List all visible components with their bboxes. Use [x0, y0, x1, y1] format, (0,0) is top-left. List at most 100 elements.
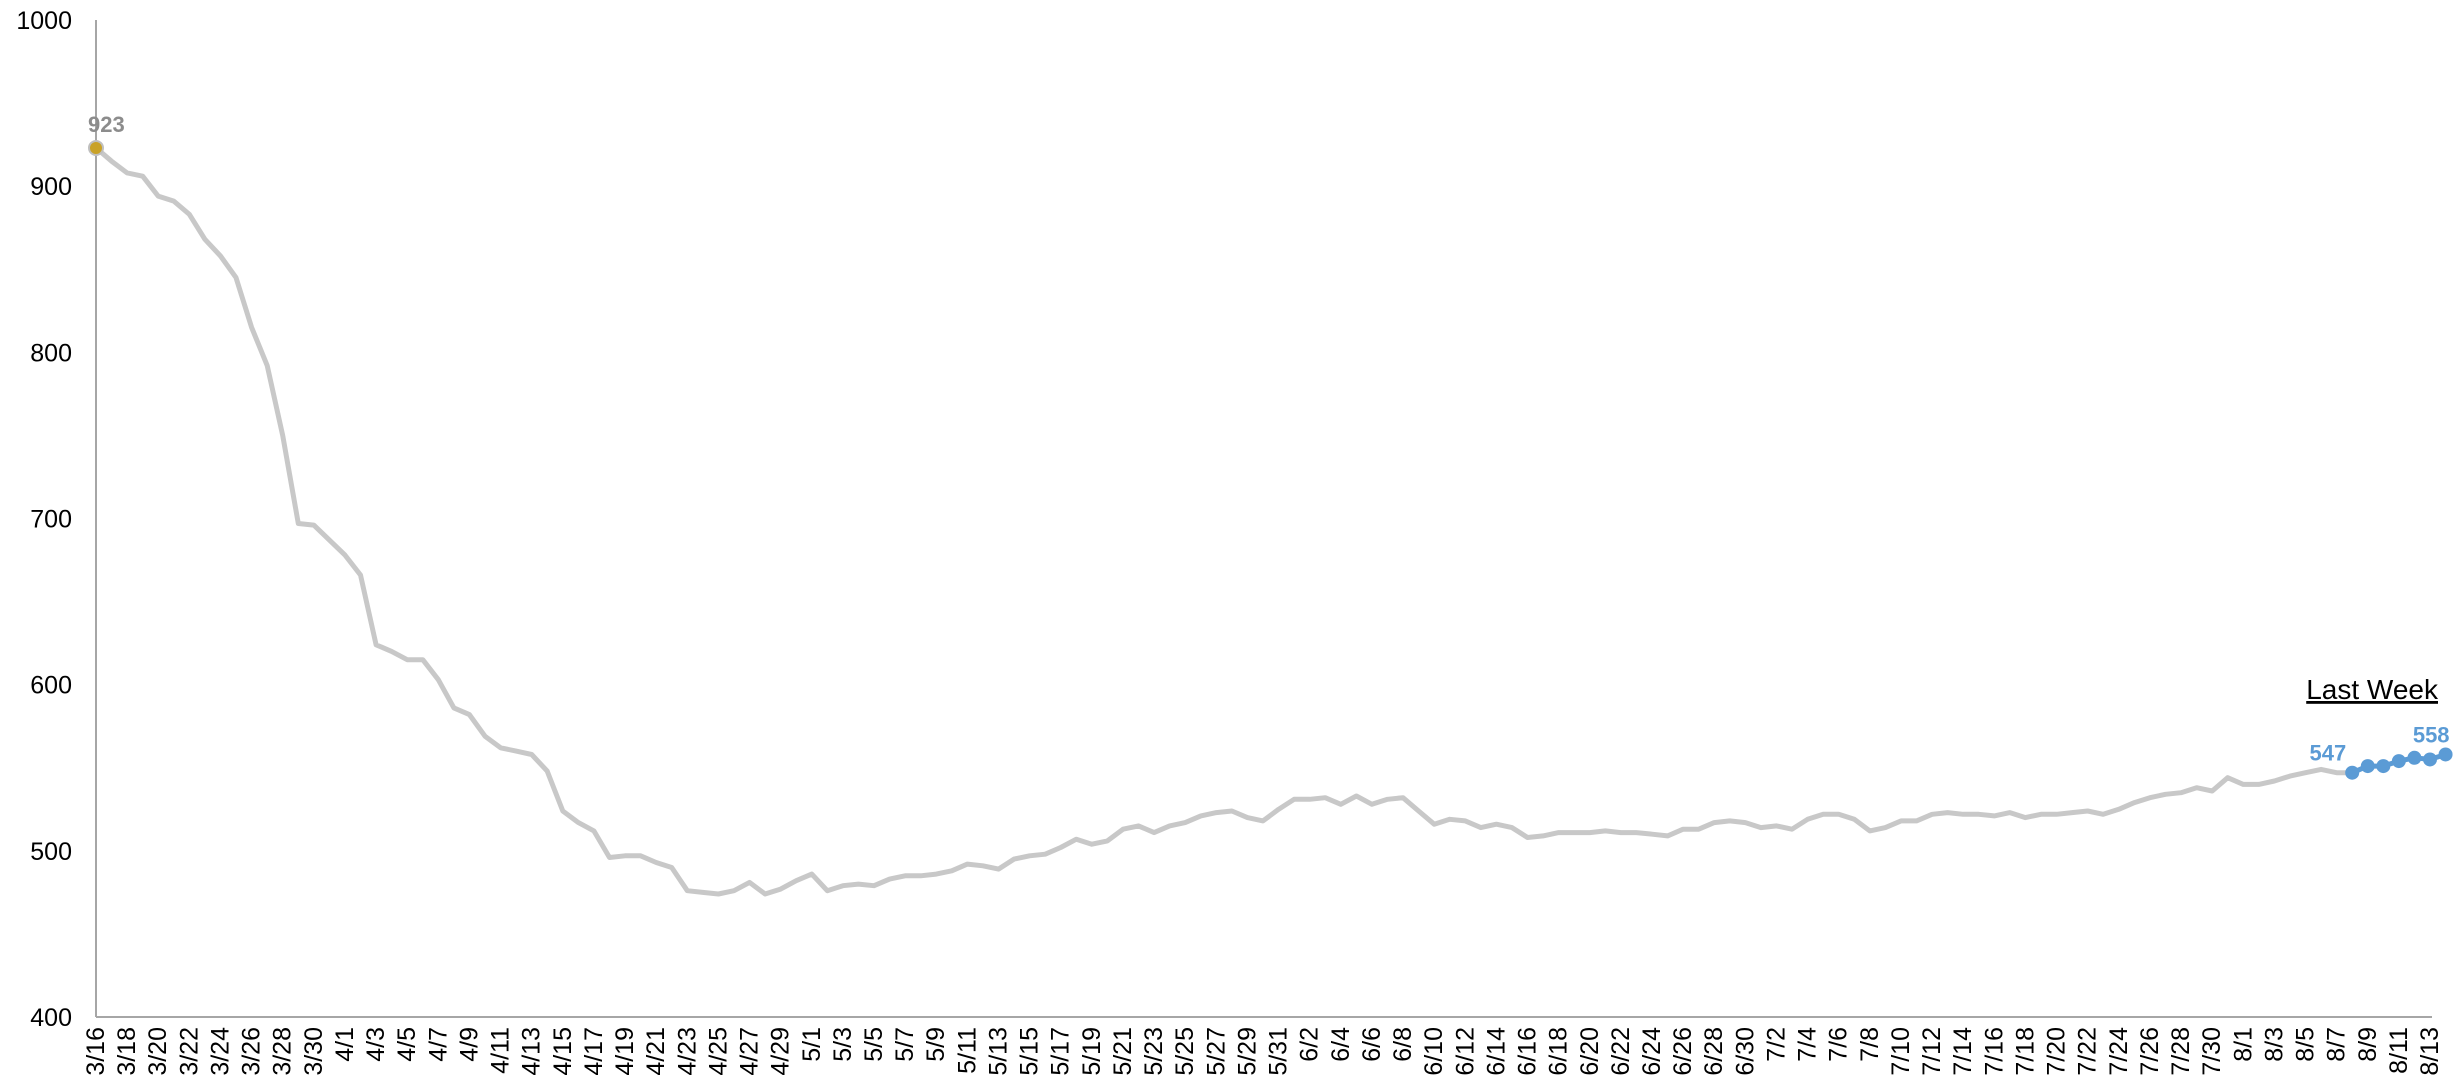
- x-tick-label: 5/11: [953, 1027, 981, 1074]
- x-tick-label: 7/22: [2074, 1027, 2102, 1076]
- x-tick-label: 7/30: [2198, 1027, 2226, 1076]
- x-tick-label: 7/20: [2043, 1027, 2071, 1076]
- x-tick-label: 4/25: [704, 1027, 732, 1076]
- x-tick-label: 5/17: [1047, 1027, 1075, 1076]
- x-tick-label: 6/14: [1482, 1027, 1510, 1076]
- x-tick-label: 6/2: [1296, 1027, 1324, 1062]
- last-week-point: [2376, 759, 2391, 774]
- x-tick-label: 5/27: [1202, 1027, 1230, 1076]
- x-tick-label: 7/12: [1918, 1027, 1946, 1076]
- x-tick-label: 6/4: [1327, 1027, 1355, 1062]
- x-tick-label: 5/29: [1233, 1027, 1261, 1076]
- x-tick-label: 5/25: [1171, 1027, 1199, 1076]
- data-label: 558: [2413, 722, 2450, 747]
- last-week-point: [2407, 750, 2422, 765]
- last-week-point: [2438, 747, 2453, 762]
- data-label: 547: [2309, 741, 2346, 766]
- x-tick-label: 6/20: [1576, 1027, 1604, 1076]
- x-tick-label: 6/24: [1638, 1027, 1666, 1076]
- x-tick-label: 7/4: [1794, 1027, 1822, 1062]
- x-tick-label: 6/6: [1358, 1027, 1386, 1062]
- x-tick-label: 5/31: [1265, 1027, 1293, 1076]
- x-tick-label: 4/13: [518, 1027, 546, 1076]
- x-tick-label: 4/19: [611, 1027, 639, 1076]
- x-tick-label: 5/23: [1140, 1027, 1168, 1076]
- x-tick-label: 6/10: [1420, 1027, 1448, 1076]
- x-tick-label: 6/12: [1451, 1027, 1479, 1076]
- x-tick-label: 5/9: [922, 1027, 950, 1062]
- x-tick-label: 7/24: [2105, 1027, 2133, 1076]
- x-tick-label: 7/6: [1825, 1027, 1853, 1062]
- data-label: 923: [88, 112, 125, 137]
- last-week-point: [2391, 754, 2406, 769]
- y-tick-labels: 400 500 600 700 800 900 1000: [16, 7, 72, 1032]
- x-tick-label: 6/8: [1389, 1027, 1417, 1062]
- x-tick-label: 3/18: [113, 1027, 141, 1076]
- x-tick-label: 6/26: [1669, 1027, 1697, 1076]
- series-line: [93, 145, 2355, 897]
- x-tick-label: 6/28: [1700, 1027, 1728, 1076]
- start-point-marker: [88, 139, 104, 156]
- x-tick-label: 3/22: [175, 1027, 203, 1076]
- x-tick-label: 7/10: [1887, 1027, 1915, 1076]
- y-tick-label: 400: [30, 1004, 72, 1032]
- x-tick-label: 7/2: [1762, 1027, 1790, 1062]
- x-tick-label: 8/5: [2292, 1027, 2320, 1062]
- x-tick-label: 6/22: [1607, 1027, 1635, 1076]
- last-week-point: [2345, 765, 2360, 780]
- x-tick-label: 8/7: [2323, 1027, 2351, 1062]
- y-tick-label: 1000: [16, 7, 72, 35]
- x-tick-label: 8/9: [2354, 1027, 2382, 1062]
- x-tick-label: 4/3: [362, 1027, 390, 1062]
- x-tick-label: 3/28: [269, 1027, 297, 1076]
- x-tick-label: 4/11: [487, 1027, 515, 1074]
- x-tick-label: 3/26: [238, 1027, 266, 1076]
- x-tick-label: 5/13: [984, 1027, 1012, 1076]
- x-tick-label: 6/16: [1514, 1027, 1542, 1076]
- x-tick-label: 4/5: [393, 1027, 421, 1062]
- x-tick-label: 8/3: [2260, 1027, 2288, 1062]
- x-tick-label: 7/28: [2167, 1027, 2195, 1076]
- x-tick-label: 3/20: [144, 1027, 172, 1076]
- x-tick-label: 5/1: [798, 1027, 826, 1062]
- y-tick-label: 500: [30, 838, 72, 866]
- x-tick-label: 5/3: [829, 1027, 857, 1062]
- x-tick-label: 5/7: [891, 1027, 919, 1062]
- x-tick-label: 4/23: [673, 1027, 701, 1076]
- x-tick-label: 4/21: [642, 1027, 670, 1076]
- x-tick-label: 4/1: [331, 1027, 359, 1062]
- x-tick-label: 3/16: [82, 1027, 110, 1076]
- x-tick-label: 3/24: [206, 1027, 234, 1076]
- x-tick-label: 7/16: [1980, 1027, 2008, 1076]
- last-week-point: [2360, 759, 2375, 774]
- x-tick-label: 4/7: [424, 1027, 452, 1062]
- x-tick-label: 7/26: [2136, 1027, 2164, 1076]
- y-tick-label: 900: [30, 173, 72, 201]
- y-tick-label: 700: [30, 506, 72, 534]
- legend-last-week: Last Week: [2306, 674, 2439, 705]
- y-tick-label: 600: [30, 672, 72, 700]
- x-tick-label: 4/15: [549, 1027, 577, 1076]
- x-tick-label: 5/21: [1109, 1027, 1137, 1076]
- x-tick-label: 4/27: [736, 1027, 764, 1076]
- data-labels: 923 547 558: [88, 112, 2450, 766]
- x-tick-label: 7/18: [2011, 1027, 2039, 1076]
- x-tick-label: 4/17: [580, 1027, 608, 1076]
- x-tick-label: 8/11: [2385, 1027, 2413, 1074]
- x-tick-label: 3/30: [300, 1027, 328, 1076]
- x-tick-label: 4/9: [455, 1027, 483, 1062]
- x-tick-label: 5/19: [1078, 1027, 1106, 1076]
- x-tick-label: 7/14: [1949, 1027, 1977, 1076]
- y-tick-label: 800: [30, 339, 72, 367]
- x-tick-label: 7/8: [1856, 1027, 1884, 1062]
- x-tick-label: 5/5: [860, 1027, 888, 1062]
- last-week-point: [2423, 752, 2437, 767]
- data-point-markers: [88, 139, 2453, 780]
- x-tick-labels: 3/16 3/18 3/20 3/22 3/24 3/26 3/28 3/30 4/1 4/3 4/…: [82, 1027, 2444, 1076]
- x-tick-label: 8/1: [2229, 1027, 2257, 1062]
- x-tick-label: 5/15: [1016, 1027, 1044, 1076]
- x-tick-label: 8/13: [2416, 1027, 2444, 1076]
- x-tick-label: 4/29: [767, 1027, 795, 1076]
- x-tick-label: 6/30: [1731, 1027, 1759, 1076]
